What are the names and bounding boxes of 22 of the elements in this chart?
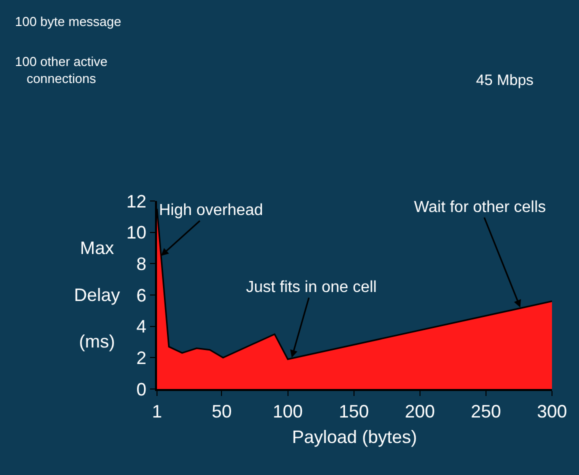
text: 100 byte message: [15, 14, 122, 29]
y-tick-label: 6: [136, 285, 146, 306]
x-tick-label: 300: [536, 402, 568, 422]
text: Max Delay (ms): [74, 238, 120, 352]
x-tick-label: 1: [152, 402, 162, 422]
x-tick-label: 100: [272, 402, 303, 422]
annotation: Wait for other cells: [414, 199, 546, 216]
text: 100 other active connections: [15, 54, 108, 86]
y-tick-label: 12: [126, 191, 146, 212]
x-tick-label: 50: [212, 402, 232, 422]
y-tick-label: 8: [136, 254, 146, 274]
x-tick-label: 200: [404, 402, 435, 422]
y-tick-label: 4: [136, 316, 146, 337]
text: 45 Mbps: [476, 72, 534, 89]
x-axis-title: Payload (bytes): [292, 427, 418, 448]
x-tick-label: 150: [338, 402, 369, 422]
y-tick-label: 10: [126, 222, 146, 243]
x-tick-label: 250: [470, 402, 501, 422]
y-tick-label: 2: [136, 348, 146, 368]
annotation: High overhead: [159, 202, 264, 219]
annotation: Just fits in one cell: [246, 279, 377, 296]
y-tick-label: 0: [136, 379, 146, 400]
